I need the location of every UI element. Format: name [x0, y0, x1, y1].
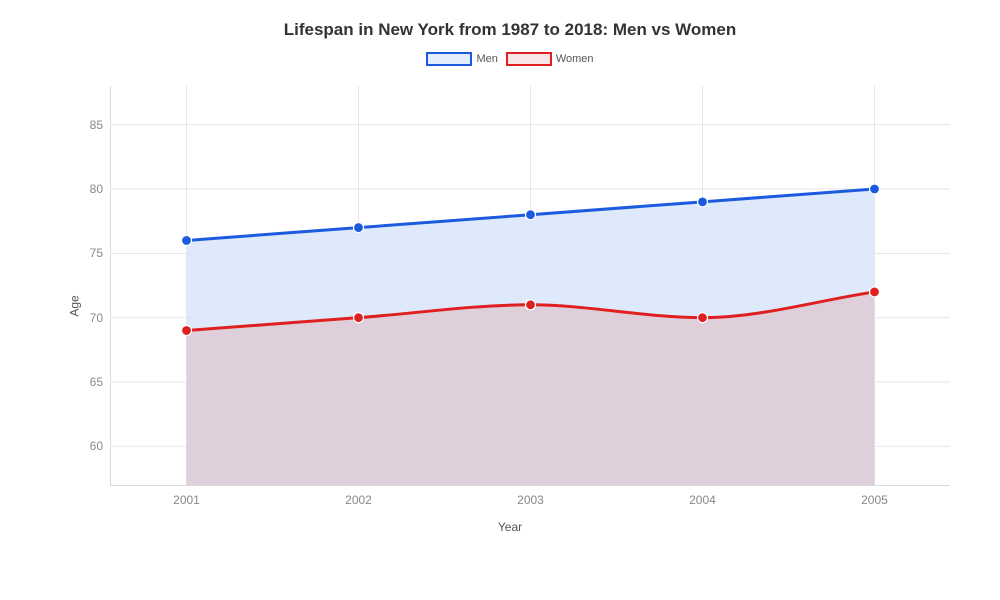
data-point [869, 184, 879, 194]
plot-svg [111, 86, 950, 485]
legend-label-men: Men [476, 53, 497, 65]
x-tick-label: 2004 [689, 485, 716, 507]
y-tick-label: 75 [90, 246, 111, 260]
chart-container: Lifespan in New York from 1987 to 2018: … [0, 0, 1000, 600]
plot-area: 60657075808520012002200320042005 [110, 86, 950, 486]
data-point [354, 223, 364, 233]
legend: Men Women [50, 52, 970, 66]
chart-title: Lifespan in New York from 1987 to 2018: … [50, 20, 970, 40]
legend-swatch-men [426, 52, 472, 66]
x-axis-label: Year [498, 520, 522, 534]
x-tick-label: 2005 [861, 485, 888, 507]
y-tick-label: 65 [90, 375, 111, 389]
y-tick-label: 70 [90, 311, 111, 325]
data-point [526, 210, 536, 220]
y-axis-label: Age [68, 295, 82, 316]
data-point [697, 197, 707, 207]
legend-item-women: Women [506, 52, 594, 66]
data-point [697, 313, 707, 323]
x-tick-label: 2001 [173, 485, 200, 507]
legend-swatch-women [506, 52, 552, 66]
x-tick-label: 2002 [345, 485, 372, 507]
plot-outer: Age Year 6065707580852001200220032004200… [60, 76, 960, 536]
y-tick-label: 60 [90, 439, 111, 453]
data-point [182, 235, 192, 245]
data-point [869, 287, 879, 297]
y-tick-label: 85 [90, 118, 111, 132]
data-point [354, 313, 364, 323]
data-point [182, 326, 192, 336]
y-tick-label: 80 [90, 182, 111, 196]
data-point [526, 300, 536, 310]
legend-item-men: Men [426, 52, 497, 66]
x-tick-label: 2003 [517, 485, 544, 507]
legend-label-women: Women [556, 53, 594, 65]
